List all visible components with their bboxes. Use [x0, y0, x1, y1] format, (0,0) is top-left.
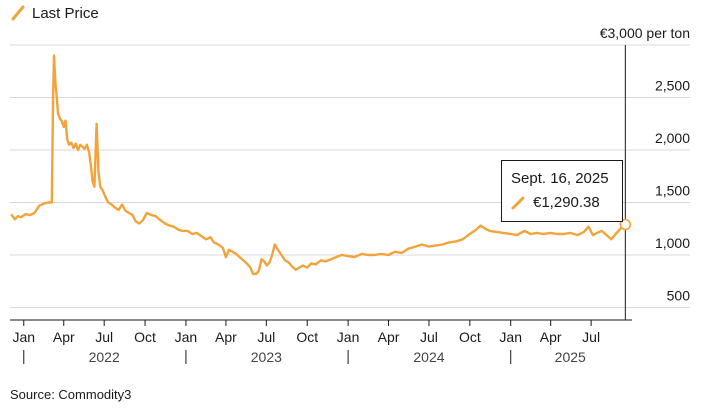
tooltip-date: Sept. 16, 2025	[511, 170, 609, 187]
price-series-line	[10, 54, 627, 276]
year-label: 2023	[251, 349, 282, 365]
x-tick-label: Apr	[540, 329, 562, 345]
y-tick-label: 1,500	[655, 183, 690, 199]
x-tick-label: Oct	[459, 329, 481, 345]
line-series-icon	[11, 5, 25, 21]
y-tick-label: €3,000 per ton	[600, 25, 690, 41]
last-price-marker[interactable]	[619, 218, 632, 231]
year-label: 2024	[413, 349, 444, 365]
y-tick-label: 2,500	[655, 78, 690, 94]
chart-legend: Last Price	[10, 4, 99, 22]
x-tick-label: Jul	[420, 329, 438, 345]
source-note: Source: Commodity3	[10, 387, 132, 402]
y-tick-label: 500	[667, 288, 691, 304]
x-tick-label: Apr	[215, 329, 237, 345]
legend-label: Last Price	[32, 4, 99, 22]
year-label: 2025	[555, 349, 586, 365]
x-tick-label: Jan	[499, 329, 522, 345]
y-tick-label: 1,000	[655, 235, 690, 251]
x-axis: Jan Apr Jul Oct Jan Apr Jul Oct Jan Apr Jul Oct Jan A…	[10, 319, 632, 365]
x-tick-label: Oct	[134, 329, 156, 345]
x-tick-label: Jul	[582, 329, 600, 345]
value-tooltip: Sept. 16, 2025 €1,290.38	[501, 160, 623, 222]
x-tick-label: Jul	[257, 329, 275, 345]
y-tick-label: 2,000	[655, 130, 690, 146]
x-tick-label: Jan	[175, 329, 198, 345]
x-tick-label: Jan	[337, 329, 360, 345]
x-tick-label: Oct	[296, 329, 318, 345]
grid-lines	[10, 44, 690, 308]
tooltip-value: €1,290.38	[533, 194, 600, 211]
x-tick-label: Apr	[53, 329, 75, 345]
x-tick-label: Jan	[12, 329, 35, 345]
x-tick-label: Jul	[95, 329, 113, 345]
tooltip-value-row: €1,290.38	[511, 194, 600, 211]
x-tick-label: Apr	[378, 329, 400, 345]
year-label: 2022	[89, 349, 120, 365]
line-series-icon	[511, 196, 525, 209]
y-axis: 500 1,000 1,500 2,000 2,500 €3,000 per ton	[600, 25, 691, 304]
